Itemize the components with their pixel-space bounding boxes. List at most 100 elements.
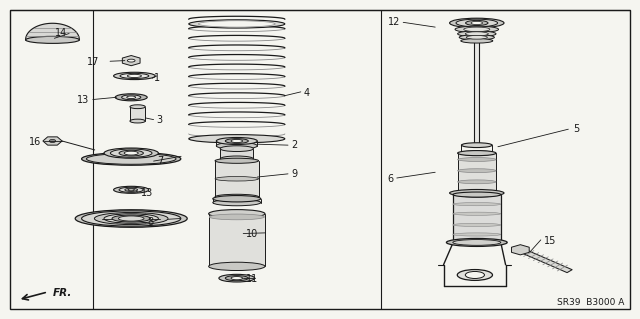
Ellipse shape [461,39,493,43]
Ellipse shape [94,212,168,225]
Ellipse shape [82,211,180,226]
Ellipse shape [189,20,285,28]
Ellipse shape [453,192,501,197]
Ellipse shape [455,26,499,33]
Ellipse shape [128,189,134,191]
Ellipse shape [130,119,145,123]
Text: SR39  B3000 A: SR39 B3000 A [557,298,624,307]
Ellipse shape [458,158,496,161]
Ellipse shape [118,216,144,221]
Ellipse shape [457,270,493,280]
Ellipse shape [458,31,496,37]
Ellipse shape [104,214,158,223]
Ellipse shape [209,214,264,220]
Ellipse shape [209,262,265,271]
Ellipse shape [458,151,496,156]
Ellipse shape [453,212,501,215]
Text: 11: 11 [246,274,259,284]
Text: 13: 13 [77,95,90,106]
Bar [220,149,253,159]
Ellipse shape [76,210,188,227]
Bar [215,161,259,197]
Text: 1: 1 [154,73,160,83]
Ellipse shape [466,35,488,39]
Ellipse shape [125,188,138,191]
Text: 14: 14 [55,28,67,39]
Ellipse shape [110,149,152,157]
Ellipse shape [209,210,265,218]
Ellipse shape [122,95,141,100]
Bar [474,41,479,145]
Ellipse shape [458,180,496,184]
Ellipse shape [104,148,158,158]
Ellipse shape [453,203,501,206]
Text: 6: 6 [387,174,394,184]
Polygon shape [519,249,572,273]
Ellipse shape [220,156,253,162]
Polygon shape [26,23,79,40]
Text: 13: 13 [141,188,153,198]
Text: 2: 2 [291,140,298,150]
Ellipse shape [119,150,143,156]
Text: 10: 10 [246,229,259,240]
Ellipse shape [112,215,150,222]
Ellipse shape [447,239,507,247]
Ellipse shape [471,21,483,25]
Ellipse shape [460,35,495,40]
Ellipse shape [453,240,501,245]
Text: 9: 9 [291,169,298,179]
Ellipse shape [130,105,145,108]
Ellipse shape [449,189,504,197]
Text: 7: 7 [157,156,163,166]
Ellipse shape [456,19,498,27]
Bar [209,214,265,266]
Ellipse shape [127,96,136,99]
Ellipse shape [82,152,180,165]
Ellipse shape [231,139,243,143]
Text: 4: 4 [304,87,310,98]
Ellipse shape [461,143,492,147]
Ellipse shape [86,153,176,164]
Ellipse shape [114,186,148,193]
Ellipse shape [219,274,255,282]
Bar [453,195,500,242]
Ellipse shape [453,223,501,226]
Ellipse shape [114,72,156,80]
Ellipse shape [216,137,257,145]
Ellipse shape [212,196,261,202]
Ellipse shape [465,32,488,36]
Ellipse shape [453,233,501,236]
Ellipse shape [461,151,492,156]
Ellipse shape [26,36,79,43]
Text: 17: 17 [87,57,99,67]
Text: 15: 15 [544,236,556,246]
Bar [458,153,496,195]
Ellipse shape [215,177,259,181]
Text: 12: 12 [388,17,400,27]
Ellipse shape [115,94,147,101]
Ellipse shape [465,271,484,278]
Ellipse shape [124,151,138,155]
Text: 8: 8 [147,217,154,227]
Ellipse shape [225,276,248,281]
Ellipse shape [466,20,488,26]
Ellipse shape [127,74,141,78]
Text: 3: 3 [157,115,163,125]
Bar [130,107,145,121]
Ellipse shape [220,146,253,152]
Ellipse shape [216,142,257,149]
Ellipse shape [212,199,261,206]
Text: 5: 5 [573,124,579,134]
Ellipse shape [464,27,490,32]
Ellipse shape [225,138,248,144]
Ellipse shape [215,194,259,199]
Ellipse shape [198,21,275,27]
Ellipse shape [215,158,259,163]
Ellipse shape [231,277,243,280]
Ellipse shape [119,187,143,192]
Ellipse shape [127,59,135,62]
Ellipse shape [458,169,496,173]
Ellipse shape [49,139,56,143]
Ellipse shape [458,192,496,197]
Text: 16: 16 [29,137,42,147]
